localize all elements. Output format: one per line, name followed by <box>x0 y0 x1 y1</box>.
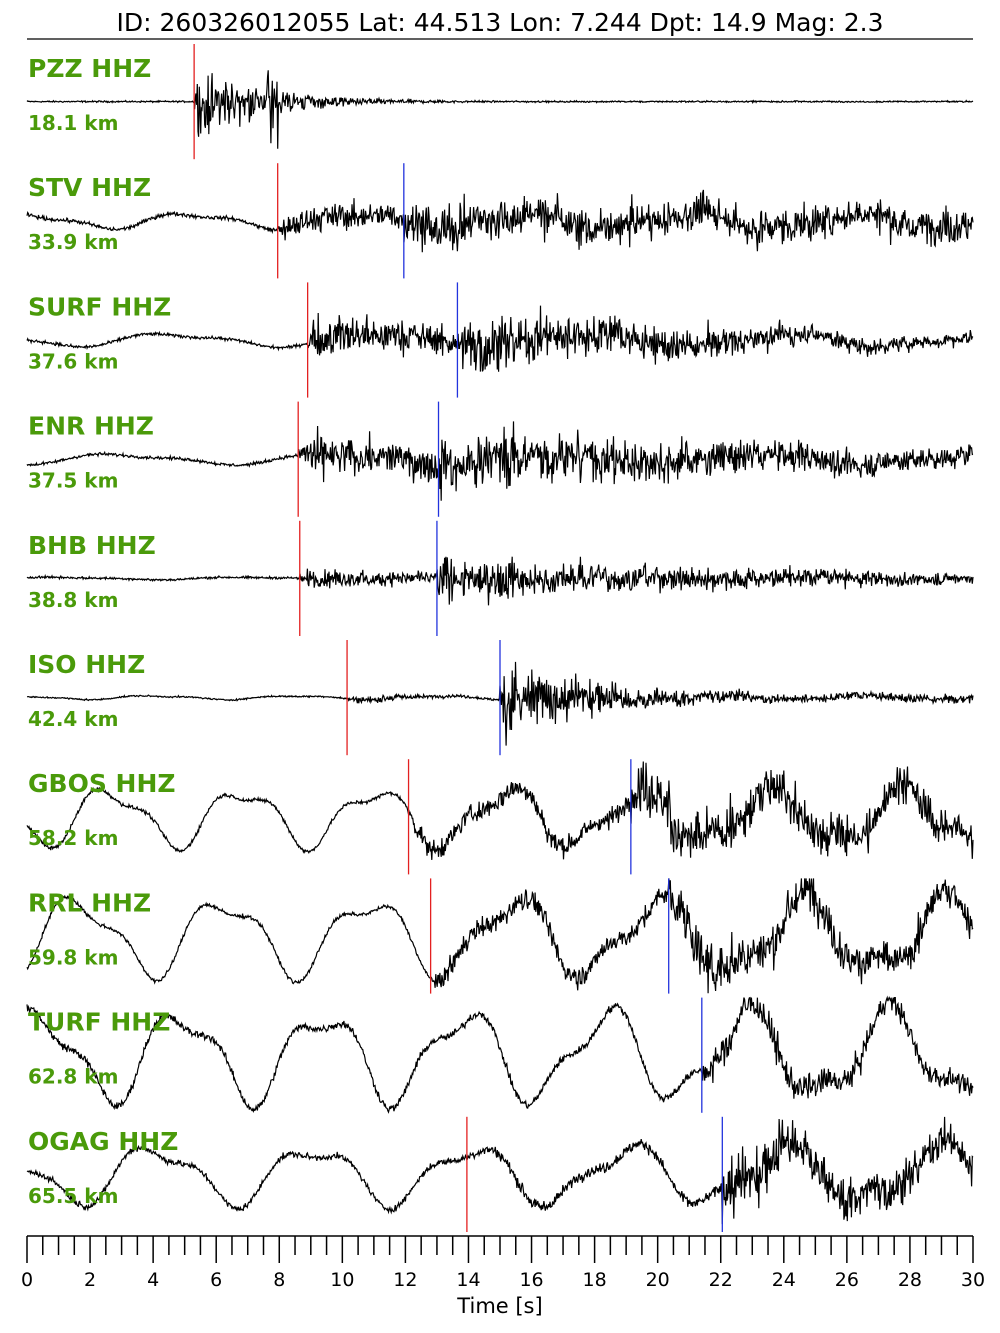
waveform-line <box>26 1116 974 1225</box>
station-label: OGAG HHZ <box>28 1127 178 1156</box>
station-label: RRL HHZ <box>28 888 151 917</box>
distance-label: 38.8 km <box>28 588 118 612</box>
x-tick-label: 26 <box>835 1269 859 1291</box>
station-label: BHB HHZ <box>28 531 156 560</box>
x-tick-label: 2 <box>84 1269 96 1291</box>
x-tick-label: 20 <box>646 1269 670 1291</box>
x-tick-label: 22 <box>709 1269 733 1291</box>
station-trace-group: PZZ HHZ 18.1 km <box>26 44 974 160</box>
x-tick-label: 16 <box>519 1269 543 1291</box>
distance-label: 33.9 km <box>28 230 118 254</box>
x-tick-label: 6 <box>210 1269 222 1291</box>
station-trace-group: SURF HHZ 37.6 km <box>26 282 974 398</box>
distance-label: 18.1 km <box>28 111 118 135</box>
station-label: STV HHZ <box>28 173 151 202</box>
station-trace-group: GBOS HHZ 58.2 km <box>26 759 974 875</box>
station-trace-group: TURF HHZ 62.8 km <box>26 995 974 1114</box>
station-trace-group: STV HHZ 33.9 km <box>26 163 974 279</box>
distance-label: 42.4 km <box>28 707 118 731</box>
x-tick-label: 8 <box>273 1269 285 1291</box>
x-tick-label: 18 <box>583 1269 607 1291</box>
station-trace-group: ISO HHZ 42.4 km <box>26 640 974 756</box>
station-label: ISO HHZ <box>28 650 145 679</box>
chart-title: ID: 260326012055 Lat: 44.513 Lon: 7.244 … <box>117 8 884 37</box>
x-tick-label: 14 <box>456 1269 480 1291</box>
station-trace-group: ENR HHZ 37.5 km <box>26 401 974 517</box>
x-tick-label: 30 <box>961 1269 985 1291</box>
waveform-line <box>26 878 974 994</box>
distance-label: 58.2 km <box>28 826 118 850</box>
waveform-line <box>26 189 974 253</box>
x-tick-label: 28 <box>898 1269 922 1291</box>
station-trace-group: OGAG HHZ 65.5 km <box>26 1116 974 1232</box>
station-trace-group: BHB HHZ 38.8 km <box>26 520 974 636</box>
distance-label: 37.6 km <box>28 349 118 373</box>
waveform-line <box>26 70 974 149</box>
waveform-line <box>26 995 974 1114</box>
x-tick-label: 24 <box>772 1269 796 1291</box>
waveform-line <box>26 556 974 606</box>
waveform-line <box>26 421 974 501</box>
station-trace-group: RRL HHZ 59.8 km <box>26 878 974 994</box>
x-axis-label: Time [s] <box>456 1294 542 1318</box>
distance-label: 62.8 km <box>28 1065 118 1089</box>
x-tick-label: 0 <box>21 1269 33 1291</box>
station-label: ENR HHZ <box>28 412 154 441</box>
time-axis: 0 2 4 6 8 10 12 14 16 18 20 22 24 26 28 30 <box>21 1235 985 1291</box>
x-tick-label: 10 <box>330 1269 354 1291</box>
waveform-line <box>26 761 974 860</box>
distance-label: 59.8 km <box>28 945 118 969</box>
station-label: GBOS HHZ <box>28 769 176 798</box>
station-label: PZZ HHZ <box>28 54 151 83</box>
station-label: TURF HHZ <box>28 1008 170 1037</box>
station-label: SURF HHZ <box>28 292 171 321</box>
x-tick-label: 4 <box>147 1269 159 1291</box>
x-tick-label: 12 <box>393 1269 417 1291</box>
trace-area: PZZ HHZ 18.1 km STV HHZ 33.9 km SURF HHZ 37.6… <box>26 44 974 1232</box>
waveform-line <box>26 305 974 372</box>
distance-label: 65.5 km <box>28 1184 118 1208</box>
distance-label: 37.5 km <box>28 469 118 493</box>
